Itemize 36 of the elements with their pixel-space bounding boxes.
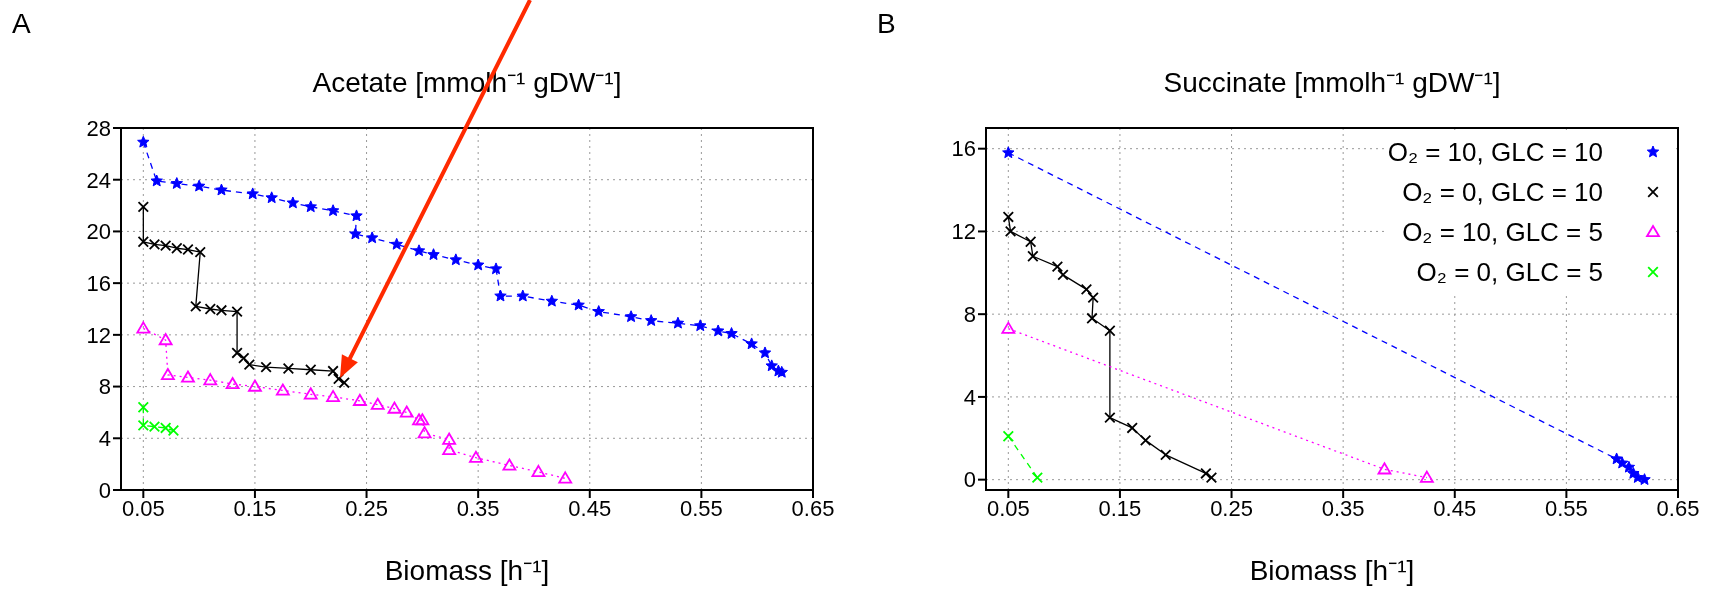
x-axis-title: Biomass [h⁻¹] (384, 555, 550, 586)
x-tick-label: 0.45 (1433, 495, 1477, 521)
y-tick-label: 12 (86, 322, 111, 348)
y-tick-label: 4 (98, 426, 111, 452)
y-tick-label: 8 (963, 301, 976, 327)
y-tick-label: 16 (86, 270, 111, 296)
x-tick-label: 0.35 (456, 495, 500, 521)
x-tick-label: 0.35 (1321, 495, 1365, 521)
x-tick-label: 0.55 (679, 495, 723, 521)
x-tick-label: 0.55 (1544, 495, 1588, 521)
text: B (877, 8, 896, 40)
x-tick-label: 0.45 (568, 495, 612, 521)
y-tick-label: 4 (963, 384, 976, 410)
x-tick-label: 0.05 (121, 495, 165, 521)
y-tick-label: 16 (951, 136, 976, 162)
y-tick-label: 24 (86, 167, 111, 193)
legend-label: O₂ = 0, GLC = 5 (1416, 256, 1603, 288)
x-tick-label: 0.25 (1210, 495, 1253, 521)
y-tick-label: 12 (951, 219, 976, 245)
legend-label: O₂ = 10, GLC = 5 (1402, 216, 1603, 248)
y-tick-label: 20 (86, 219, 111, 245)
x-axis-title: Biomass [h⁻¹] (1249, 555, 1415, 586)
x-tick-label: 0.05 (986, 495, 1030, 521)
y-tick-label: 0 (98, 477, 111, 503)
legend-label: O₂ = 10, GLC = 10 (1387, 136, 1603, 168)
x-tick-label: 0.15 (233, 495, 277, 521)
y-tick-label: 0 (963, 467, 976, 493)
chart-title: Succinate [mmolh⁻¹ gDW⁻¹] (1162, 66, 1502, 100)
legend-label: O₂ = 0, GLC = 10 (1402, 176, 1603, 208)
x-tick-label: 0.65 (1656, 495, 1700, 521)
text: A (12, 8, 31, 40)
x-tick-label: 0.25 (345, 495, 388, 521)
x-tick-label: 0.65 (791, 495, 835, 521)
y-tick-label: 28 (86, 115, 111, 141)
x-tick-label: 0.15 (1098, 495, 1142, 521)
y-tick-label: 8 (98, 374, 111, 400)
